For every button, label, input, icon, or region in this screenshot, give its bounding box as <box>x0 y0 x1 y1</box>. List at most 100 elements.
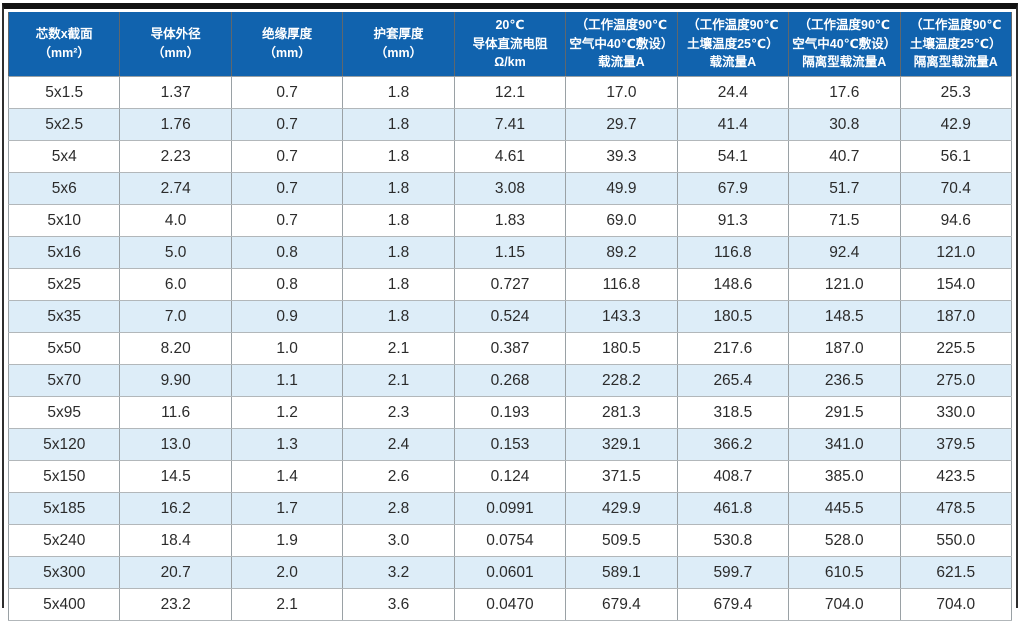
table-cell: 49.9 <box>565 172 678 205</box>
table-cell: 265.4 <box>676 364 790 397</box>
table-cell: 1.37 <box>119 76 232 109</box>
table-cell: 5x400 <box>7 588 121 621</box>
table-cell: 225.5 <box>899 332 1012 365</box>
table-cell: 341.0 <box>788 428 901 461</box>
table-cell: 1.8 <box>342 300 455 333</box>
table-cell: 1.83 <box>453 204 567 237</box>
table-cell: 530.8 <box>676 524 790 557</box>
column-header: 导体外径 （mm） <box>119 12 232 77</box>
table-cell: 70.4 <box>899 172 1012 205</box>
table-cell: 5x120 <box>7 428 121 461</box>
table-row: 5x185 16.2 1.7 2.8 0.0991 429.9 461.8 445.5 478.… <box>7 492 1012 525</box>
table-cell: 2.74 <box>119 172 232 205</box>
table-cell: 408.7 <box>676 460 790 493</box>
table-row: 5x1.5 1.37 0.7 1.8 12.1 17.0 24.4 17.6 25.3 <box>7 76 1012 109</box>
table-row: 5x70 9.90 1.1 2.1 0.268 228.2 265.4 236.5 275.0 <box>7 364 1012 397</box>
table-cell: 2.0 <box>230 556 344 589</box>
table-cell: 423.5 <box>899 460 1012 493</box>
table-cell: 550.0 <box>899 524 1012 557</box>
table-cell: 5x4 <box>7 140 121 173</box>
table-cell: 0.8 <box>230 268 344 301</box>
table-cell: 5x6 <box>7 172 121 205</box>
table-cell: 1.76 <box>119 108 232 141</box>
table-row: 5x25 6.0 0.8 1.8 0.727 116.8 148.6 121.0 154.0 <box>7 268 1012 301</box>
table-cell: 9.90 <box>119 364 232 397</box>
table-cell: 187.0 <box>899 300 1012 333</box>
table-cell: 366.2 <box>676 428 790 461</box>
table-row: 5x6 2.74 0.7 1.8 3.08 49.9 67.9 51.7 70.4 <box>7 172 1012 205</box>
table-cell: 445.5 <box>788 492 901 525</box>
table-cell: 0.7 <box>230 172 344 205</box>
table-row: 5x240 18.4 1.9 3.0 0.0754 509.5 530.8 528.0 550.… <box>7 524 1012 557</box>
table-row: 5x120 13.0 1.3 2.4 0.153 329.1 366.2 341.0 379.5 <box>7 428 1012 461</box>
table-cell: 24.4 <box>676 76 790 109</box>
column-header: （工作温度90℃ 土壤温度25℃） 隔离型载流量A <box>899 12 1012 77</box>
table-cell: 329.1 <box>565 428 678 461</box>
table-cell: 1.0 <box>230 332 344 365</box>
table-cell: 42.9 <box>899 108 1012 141</box>
table-cell: 0.0991 <box>453 492 567 525</box>
table-cell: 116.8 <box>676 236 790 269</box>
table-row: 5x300 20.7 2.0 3.2 0.0601 589.1 599.7 610.5 621.… <box>7 556 1012 589</box>
table-cell: 5x10 <box>7 204 121 237</box>
table-cell: 461.8 <box>676 492 790 525</box>
table-cell: 5x2.5 <box>7 108 121 141</box>
table-cell: 180.5 <box>565 332 678 365</box>
table-cell: 13.0 <box>119 428 232 461</box>
table-cell: 11.6 <box>119 396 232 429</box>
table-row: 5x4 2.23 0.7 1.8 4.61 39.3 54.1 40.7 56.1 <box>7 140 1012 173</box>
table-cell: 91.3 <box>676 204 790 237</box>
table-cell: 0.193 <box>453 396 567 429</box>
table-cell: 371.5 <box>565 460 678 493</box>
table-cell: 0.8 <box>230 236 344 269</box>
table-cell: 1.15 <box>453 236 567 269</box>
table-cell: 29.7 <box>565 108 678 141</box>
table-cell: 2.4 <box>342 428 455 461</box>
table-cell: 679.4 <box>565 588 678 621</box>
table-row: 5x95 11.6 1.2 2.3 0.193 281.3 318.5 291.5 330.0 <box>7 396 1012 429</box>
table-cell: 3.08 <box>453 172 567 205</box>
table-row: 5x400 23.2 2.1 3.6 0.0470 679.4 679.4 704.0 704.… <box>7 588 1012 621</box>
table-cell: 228.2 <box>565 364 678 397</box>
table-cell: 12.1 <box>453 76 567 109</box>
table-cell: 148.5 <box>788 300 901 333</box>
table-cell: 17.0 <box>565 76 678 109</box>
table-cell: 14.5 <box>119 460 232 493</box>
table-cell: 16.2 <box>119 492 232 525</box>
table-cell: 20.7 <box>119 556 232 589</box>
table-cell: 478.5 <box>899 492 1012 525</box>
table-cell: 0.124 <box>453 460 567 493</box>
table-cell: 599.7 <box>676 556 790 589</box>
table-cell: 1.8 <box>342 76 455 109</box>
table-cell: 56.1 <box>899 140 1012 173</box>
table-cell: 5x70 <box>7 364 121 397</box>
table-row: 5x10 4.0 0.7 1.8 1.83 69.0 91.3 71.5 94.6 <box>7 204 1012 237</box>
table-cell: 187.0 <box>788 332 901 365</box>
table-cell: 5.0 <box>119 236 232 269</box>
table-cell: 5x300 <box>7 556 121 589</box>
table-cell: 0.387 <box>453 332 567 365</box>
table-cell: 385.0 <box>788 460 901 493</box>
table-cell: 6.0 <box>119 268 232 301</box>
table-cell: 704.0 <box>788 588 901 621</box>
table-cell: 0.153 <box>453 428 567 461</box>
table-cell: 3.0 <box>342 524 455 557</box>
table-cell: 5x35 <box>7 300 121 333</box>
table-cell: 1.8 <box>342 236 455 269</box>
table-cell: 1.3 <box>230 428 344 461</box>
table-cell: 330.0 <box>899 396 1012 429</box>
table-cell: 0.7 <box>230 204 344 237</box>
cable-spec-table: 芯数x截面 （mm²） 导体外径 （mm） 绝缘厚度 （mm） 护套厚度 （mm） 20… <box>7 12 1012 621</box>
table-cell: 67.9 <box>676 172 790 205</box>
table-cell: 610.5 <box>788 556 901 589</box>
table-cell: 0.7 <box>230 140 344 173</box>
table-cell: 318.5 <box>676 396 790 429</box>
table-cell: 3.2 <box>342 556 455 589</box>
column-header: （工作温度90℃ 土壤温度25℃） 载流量A <box>676 12 790 77</box>
table-cell: 18.4 <box>119 524 232 557</box>
table-cell: 5x240 <box>7 524 121 557</box>
table-cell: 92.4 <box>788 236 901 269</box>
table-cell: 0.0470 <box>453 588 567 621</box>
column-header: 20℃ 导体直流电阻 Ω/km <box>453 12 567 77</box>
table-cell: 1.8 <box>342 108 455 141</box>
